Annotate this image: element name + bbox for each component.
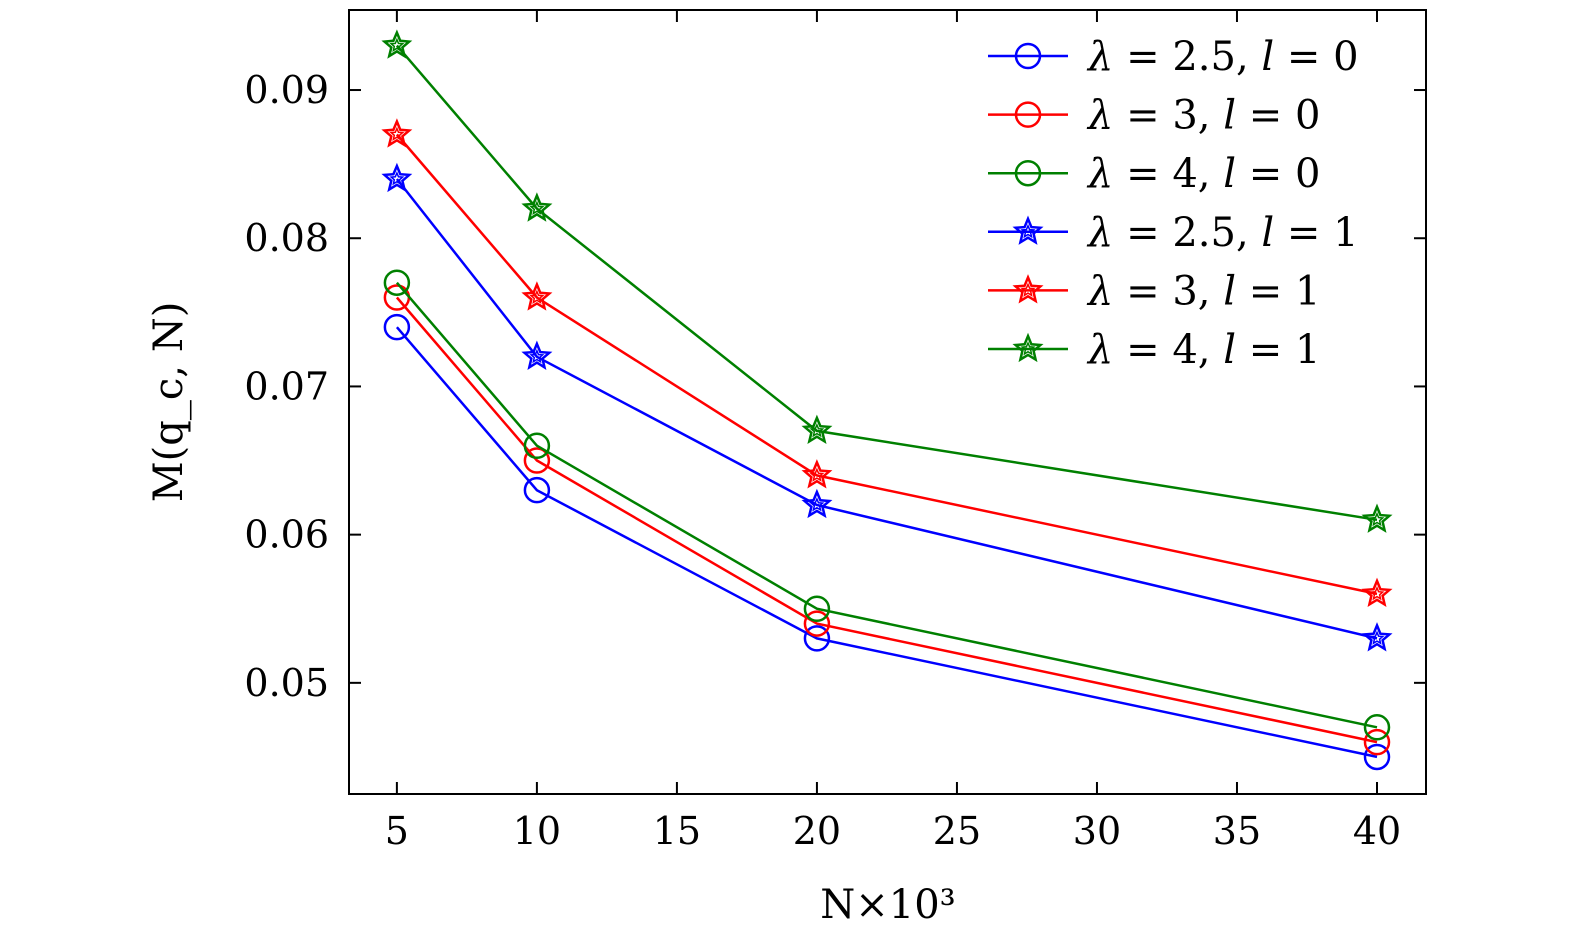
legend-label: λ = 3, l = 0 [1086,93,1320,139]
x-tick-label: 30 [1073,809,1121,853]
series-line [395,178,1378,640]
legend-label: λ = 4, l = 0 [1086,151,1320,197]
star-marker [801,459,833,489]
legend-label: λ = 2.5, l = 1 [1086,210,1359,256]
circle-marker [1363,743,1391,771]
circle-marker [1014,42,1042,70]
circle-marker [523,476,551,504]
y-axis-label: M(q_c, N) [146,302,192,503]
x-axis-label: N×10³ [820,882,955,928]
circle-marker [1014,101,1042,128]
star-marker [1361,503,1393,533]
star-marker-inner [1369,585,1385,601]
x-tick-label: 25 [933,809,981,853]
star-marker-inner [529,289,545,304]
star-marker [801,414,833,445]
y-tick-label: 0.07 [244,364,329,408]
circle-marker [803,610,831,637]
x-tick-label: 40 [1353,809,1401,853]
star-marker-inner [389,171,405,186]
star-marker [381,118,413,148]
circle-marker [803,625,831,652]
y-tick-label: 0.05 [244,661,329,705]
star-marker [521,192,553,222]
star-marker [1361,622,1393,652]
star-marker-inner [809,467,825,482]
axis-ticks: 5 10 15 20 25 30 35 40 0.05 0.06 0.07 0.08 0.09 [244,10,1426,853]
series [383,313,1391,771]
series [381,118,1393,607]
series [381,162,1393,652]
y-tick-label: 0.06 [244,513,329,557]
star-marker-inner [389,37,405,52]
series-line [395,296,1378,744]
series [381,29,1393,533]
legend-item: λ = 4, l = 0 [988,151,1320,197]
star-marker-inner [529,200,545,215]
x-tick-label: 10 [513,809,561,853]
circle-marker [523,432,551,459]
star-marker-inner [809,422,825,438]
star-marker [1012,332,1044,363]
star-marker-inner [529,348,545,364]
series-line [395,281,1378,729]
series-line [395,133,1378,596]
plot-frame [348,9,1427,795]
circle-marker [1363,728,1391,756]
x-tick-label: 5 [385,809,409,853]
star-marker [521,281,553,311]
circle-marker [1014,159,1042,187]
series-line [395,44,1378,522]
x-tick-label: 15 [653,809,701,853]
star-marker [381,162,413,193]
star-marker-inner [1020,341,1036,356]
star-marker [801,488,833,519]
legend-item: λ = 2.5, l = 1 [988,210,1359,256]
star-marker [521,340,553,370]
series-line [395,326,1378,759]
legend-item: λ = 4, l = 1 [988,327,1320,373]
x-tick-label: 35 [1213,809,1261,853]
star-marker-inner [1020,223,1036,239]
legend-label: λ = 4, l = 1 [1086,327,1320,373]
circle-marker [383,269,411,296]
legend-item: λ = 3, l = 1 [988,268,1320,314]
x-tick-label: 20 [793,809,841,853]
circle-marker [523,447,551,474]
star-marker-inner [809,497,825,512]
star-marker-inner [1369,630,1385,645]
star-marker-inner [1369,511,1385,527]
circle-marker [383,313,411,341]
star-marker [1012,215,1044,245]
series [383,269,1391,741]
circle-marker [1363,714,1391,741]
star-marker [1361,577,1393,607]
circle-marker [803,595,831,622]
legend-label: λ = 2.5, l = 0 [1086,34,1359,80]
y-tick-label: 0.08 [244,216,329,260]
legend: λ = 2.5, l = 0 λ = 3, l = 0 λ = 4, l = 0 λ … [988,34,1359,373]
legend-item: λ = 2.5, l = 0 [988,34,1359,80]
star-marker [1012,274,1044,304]
y-tick-label: 0.09 [244,68,329,112]
legend-label: λ = 3, l = 1 [1086,268,1320,314]
plot-marks [381,29,1393,771]
star-marker [381,29,413,59]
legend-item: λ = 3, l = 0 [988,93,1320,139]
star-marker-inner [1020,282,1036,297]
star-marker-inner [389,126,405,141]
